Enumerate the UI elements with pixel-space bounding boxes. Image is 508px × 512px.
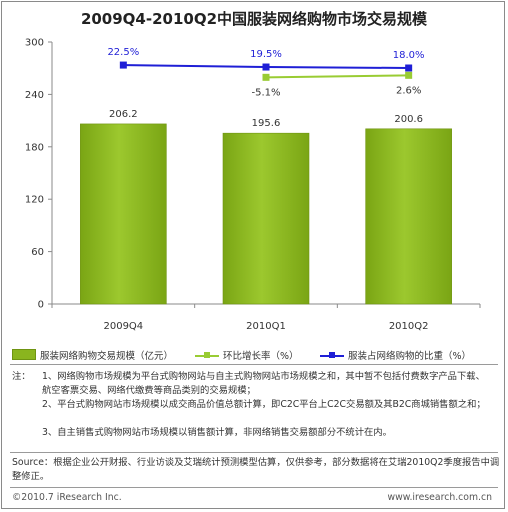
legend-swatch-growth [195, 351, 219, 360]
divider [10, 452, 498, 453]
y-tick-label: 0 [38, 300, 44, 311]
note-item: 3、自主销售式购物网站市场规模以销售额计算，非网络销售交易额部分不统计在内。 [42, 427, 392, 438]
legend-label-bar: 服装网络购物交易规模（亿元） [40, 351, 174, 362]
growth-point [405, 71, 413, 79]
bar-value-label: 195.6 [252, 118, 281, 129]
growth-line [265, 74, 409, 79]
x-tick-label: 2010Q2 [389, 321, 429, 332]
share-point [405, 64, 413, 72]
note-item: 1、网络购物市场规模为平台式购物网站与自主式购物网站市场规模之和，其中暂不包括付… [42, 371, 485, 396]
growth-label: -5.1% [251, 87, 280, 98]
source-note: Source：根据企业公开财报、行业访谈及艾瑞统计预测模型估算，仅供参考，部分数… [12, 457, 500, 482]
legend-swatch-share [320, 351, 344, 360]
copyright: ©2010.7 iResearch Inc. [12, 492, 122, 503]
chart-title: 2009Q4-2010Q2中国服装网络购物市场交易规模 [80, 10, 428, 28]
divider [10, 364, 498, 365]
bar [80, 123, 167, 305]
share-point [119, 61, 127, 69]
legend-item-growth: 环比增长率（%） [195, 348, 299, 362]
legend-swatch-bar [12, 349, 36, 360]
share-label: 18.0% [393, 50, 425, 61]
growth-label: 2.6% [396, 85, 421, 96]
bar [365, 128, 452, 305]
share-point [262, 63, 270, 71]
y-tick-label: 120 [25, 195, 44, 206]
y-tick-label: 300 [25, 38, 44, 49]
legend: 服装网络购物交易规模（亿元） 环比增长率（%） 服装占网络购物的比重（%） [2, 344, 506, 364]
bar-value-label: 200.6 [394, 114, 423, 125]
legend-label-share: 服装占网络购物的比重（%） [348, 351, 472, 362]
divider [10, 487, 498, 488]
note-item: 2、平台式购物网站市场规模以成交商品价值总额计算，即C2C平台上C2C交易额及其… [42, 399, 486, 410]
y-tick-label: 240 [25, 90, 44, 101]
legend-label-growth: 环比增长率（%） [223, 351, 299, 362]
bar-value-label: 206.2 [109, 109, 138, 120]
website-link[interactable]: www.iresearch.com.cn [387, 492, 493, 503]
y-tick-label: 60 [31, 247, 44, 258]
legend-item-bar: 服装网络购物交易规模（亿元） [12, 348, 173, 362]
lines [119, 61, 413, 81]
x-tick-label: 2009Q4 [103, 321, 143, 332]
data-labels: 206.2 195.6 200.6 -5.1% 2.6% 22.5% 19.5% 18.0% [107, 47, 424, 129]
x-tick-label: 2010Q1 [246, 321, 286, 332]
share-label: 19.5% [250, 49, 282, 60]
y-tick-label: 180 [25, 142, 44, 153]
legend-item-share: 服装占网络购物的比重（%） [320, 348, 471, 362]
growth-point [262, 73, 270, 81]
bars [80, 123, 452, 305]
chart-plot: 0 60 120 180 240 300 2009Q4 2010Q1 2010Q2 206.2 1… [25, 38, 481, 332]
notes-label: 注： [12, 371, 31, 382]
bar [222, 132, 310, 305]
share-label: 22.5% [107, 47, 139, 58]
